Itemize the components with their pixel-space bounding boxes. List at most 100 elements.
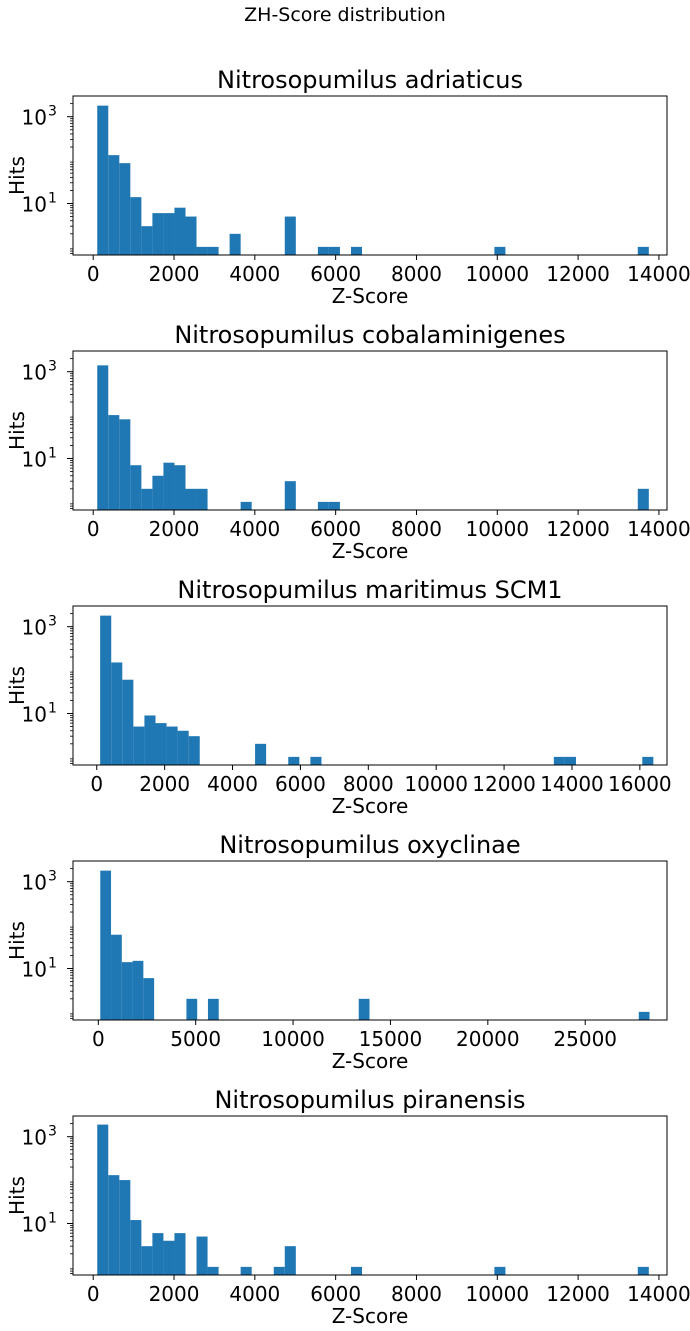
histogram-bar <box>284 1246 296 1275</box>
x-tick-label: 10000 <box>404 772 468 796</box>
histogram-bar <box>100 615 112 765</box>
histogram-bar <box>177 730 189 765</box>
histogram-bar <box>141 1246 153 1275</box>
y-tick-exponent: 3 <box>48 1124 57 1140</box>
histogram-bar <box>111 934 122 1020</box>
y-tick-label: 10 <box>22 616 47 640</box>
y-tick-label: 10 <box>22 871 47 895</box>
histogram-bar <box>638 1011 650 1020</box>
x-tick-label: 10000 <box>465 517 529 541</box>
subplot-title: Nitrosopumilus oxyclinae <box>219 831 520 859</box>
histogram-bar <box>207 998 219 1020</box>
x-axis-label: Z-Score <box>332 1049 409 1073</box>
histogram-bar <box>494 1266 506 1275</box>
histogram-bar <box>141 226 153 255</box>
histogram-bar <box>328 501 340 510</box>
histogram-bar <box>196 1236 208 1275</box>
x-tick-label: 6000 <box>310 262 361 286</box>
x-tick-label: 14000 <box>540 772 604 796</box>
y-tick-label: 10 <box>22 957 47 981</box>
histogram-bar <box>166 726 178 765</box>
x-tick-label: 0 <box>90 772 103 796</box>
histogram-bar <box>350 1266 362 1275</box>
histogram-bar <box>152 475 164 510</box>
x-tick-label: 0 <box>87 517 100 541</box>
histogram-bar <box>122 679 134 765</box>
histogram-bar <box>155 723 167 765</box>
x-tick-label: 14000 <box>627 1282 690 1306</box>
y-tick-label: 10 <box>22 447 47 471</box>
histogram-bar <box>207 246 219 255</box>
histogram-bar <box>240 501 252 510</box>
histogram-bar <box>100 870 112 1020</box>
x-tick-label: 4000 <box>229 1282 280 1306</box>
x-tick-label: 10000 <box>465 262 529 286</box>
y-tick-label: 10 <box>22 106 47 130</box>
histogram-bar <box>174 1233 186 1275</box>
histogram-bar <box>108 415 120 510</box>
histogram-bar <box>143 978 155 1020</box>
histogram-bar <box>97 1124 109 1275</box>
histogram-bar <box>121 962 133 1020</box>
histogram-bar <box>188 736 200 765</box>
histogram-bar <box>130 1220 142 1275</box>
y-tick-label: 10 <box>22 361 47 385</box>
x-tick-label: 4000 <box>207 772 258 796</box>
x-axis-label: Z-Score <box>332 284 409 308</box>
x-tick-label: 8000 <box>391 517 442 541</box>
subplot-title: Nitrosopumilus cobalaminigenes <box>174 321 565 349</box>
histogram-bar <box>132 960 144 1020</box>
x-tick-label: 8000 <box>343 772 394 796</box>
x-tick-label: 12000 <box>472 772 536 796</box>
x-tick-label: 0 <box>87 1282 100 1306</box>
x-tick-label: 4000 <box>229 517 280 541</box>
histogram-bar <box>229 233 241 255</box>
histogram-bar <box>185 488 197 510</box>
y-tick-exponent: 3 <box>48 869 57 885</box>
histogram-bar <box>130 197 142 255</box>
histogram-bar <box>317 501 329 510</box>
histogram-bar <box>119 1180 131 1275</box>
x-tick-label: 0 <box>87 262 100 286</box>
y-axis-label: Hits <box>5 1176 29 1215</box>
y-tick-exponent: 1 <box>48 955 57 971</box>
histogram-bar <box>97 105 109 255</box>
x-tick-label: 4000 <box>229 262 280 286</box>
y-axis-label: Hits <box>5 411 29 450</box>
x-tick-label: 6000 <box>275 772 326 796</box>
x-tick-label: 6000 <box>310 517 361 541</box>
histogram-bar <box>111 662 123 765</box>
y-tick-label: 10 <box>22 192 47 216</box>
histogram-bar <box>317 246 329 255</box>
x-tick-label: 8000 <box>391 1282 442 1306</box>
x-tick-label: 25000 <box>553 1027 617 1051</box>
y-tick-exponent: 3 <box>48 359 57 375</box>
histogram-bar <box>196 488 208 510</box>
histogram-bar <box>108 155 120 255</box>
y-axis-label: Hits <box>5 921 29 960</box>
x-axis-label: Z-Score <box>332 1304 409 1328</box>
histogram-bar <box>130 465 142 510</box>
x-tick-label: 8000 <box>391 262 442 286</box>
histogram-bar <box>284 216 296 255</box>
y-axis-label: Hits <box>5 666 29 705</box>
histogram-bar <box>174 465 186 510</box>
y-tick-exponent: 1 <box>48 1210 57 1226</box>
histogram-bar <box>240 1266 252 1275</box>
x-axis-label: Z-Score <box>332 794 409 818</box>
histogram-bar <box>174 207 186 255</box>
histogram-bar <box>273 1266 285 1275</box>
histogram-bar <box>637 1266 649 1275</box>
x-tick-label: 0 <box>92 1027 105 1051</box>
histogram-bar <box>141 488 153 510</box>
x-tick-label: 2000 <box>149 262 200 286</box>
histogram-bar <box>553 756 565 765</box>
histogram-bar <box>108 1175 120 1275</box>
x-tick-label: 6000 <box>310 1282 361 1306</box>
histogram-bar <box>288 756 300 765</box>
histogram-bar <box>163 462 175 510</box>
